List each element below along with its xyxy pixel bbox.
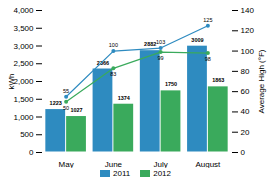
svg-text:100: 100 [241,47,255,56]
svg-text:July: July [154,160,168,168]
svg-text:83: 83 [110,71,116,77]
svg-text:55: 55 [63,88,69,94]
svg-text:1,000: 1,000 [13,113,34,122]
svg-text:500: 500 [20,130,34,139]
svg-text:3,000: 3,000 [13,42,34,51]
svg-text:2,500: 2,500 [13,59,34,68]
svg-text:20: 20 [241,128,250,137]
svg-text:3009: 3009 [191,37,203,43]
svg-text:May: May [59,160,74,168]
svg-text:4,000: 4,000 [13,6,34,15]
svg-text:2366: 2366 [96,59,110,66]
html-text:2012: 2012 [153,169,171,178]
svg-text:80: 80 [241,67,250,76]
svg-text:August: August [195,160,221,168]
svg-text:2882: 2882 [144,41,156,47]
svg-text:0: 0 [29,148,34,157]
svg-text:1374: 1374 [118,95,131,101]
svg-text:40: 40 [241,107,250,116]
svg-text:June: June [105,160,123,168]
svg-text:1223: 1223 [50,100,62,106]
svg-text:50: 50 [63,105,69,111]
svg-text:100: 100 [109,42,118,48]
svg-text:99: 99 [158,55,164,61]
svg-text:2,000: 2,000 [13,77,34,86]
svg-text:1027: 1027 [70,107,82,113]
svg-text:120: 120 [241,26,255,35]
svg-text:0: 0 [241,148,246,157]
svg-text:1,500: 1,500 [13,95,34,104]
svg-text:125: 125 [203,17,212,23]
svg-text:3,500: 3,500 [13,24,34,33]
svg-text:kWh: kWh [7,74,16,90]
svg-text:Average High (°F): Average High (°F) [257,49,266,113]
svg-text:140: 140 [241,6,255,15]
svg-text:60: 60 [241,87,250,96]
html-text:2011: 2011 [113,169,131,178]
svg-text:103: 103 [156,39,165,45]
svg-text:1863: 1863 [212,77,224,83]
svg-text:1750: 1750 [165,81,177,87]
svg-text:98: 98 [205,56,211,62]
